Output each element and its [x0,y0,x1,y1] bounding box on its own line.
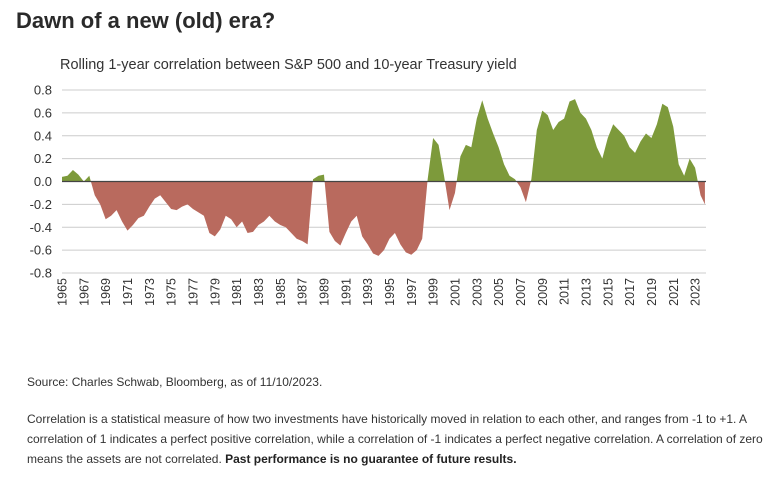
negative-correlation-area [83,181,705,256]
x-tick-label: 2003 [470,278,484,306]
y-tick-label: 0.0 [34,174,52,189]
x-tick-label: 1985 [274,278,288,306]
chart-subtitle: Rolling 1-year correlation between S&P 5… [60,57,517,73]
correlation-area [62,99,705,256]
x-tick-label: 1989 [317,278,331,306]
x-tick-label: 2001 [448,278,462,306]
x-tick-label: 2021 [667,278,681,306]
x-tick-label: 2023 [689,278,703,306]
y-tick-label: 0.2 [34,151,52,166]
x-tick-label: 1979 [208,278,222,306]
x-tick-label: 1975 [165,278,179,306]
x-tick-label: 1995 [383,278,397,306]
source-note: Source: Charles Schwab, Bloomberg, as of… [27,375,323,389]
x-tick-label: 1987 [296,278,310,306]
x-tick-label: 1971 [121,278,135,306]
correlation-chart: 0.8 0.6 0.4 0.2 0.0 -0.2 -0.4 -0.6 -0.8 1965 1967… [30,83,706,306]
disclaimer-note: Correlation is a statistical measure of … [27,409,767,469]
x-tick-label: 1965 [56,278,70,306]
x-tick-label: 2007 [514,278,528,306]
x-tick-label: 2015 [601,278,615,306]
x-tick-label: 1991 [339,278,353,306]
x-tick-label: 1969 [99,278,113,306]
y-tick-label: -0.4 [30,220,52,235]
x-tick-label: 2009 [536,278,550,306]
x-tick-label: 1977 [186,278,200,306]
x-tick-label: 2017 [623,278,637,306]
y-tick-label: 0.6 [34,105,52,120]
x-tick-label: 2011 [558,278,572,305]
x-tick-label: 2019 [645,278,659,306]
x-tick-label: 2005 [492,278,506,306]
y-tick-label: -0.8 [30,266,52,281]
disclaimer-bold: Past performance is no guarantee of futu… [225,452,517,466]
y-tick-label: -0.2 [30,197,52,212]
x-tick-label: 1999 [427,278,441,306]
x-tick-label: 1997 [405,278,419,306]
x-tick-label: 1973 [143,278,157,306]
y-tick-label: 0.8 [34,83,52,98]
x-tick-label: 1983 [252,278,266,306]
disclaimer-text: Correlation is a statistical measure of … [27,412,763,466]
x-axis: 1965 1967 1969 1971 1973 1975 1977 1979 1981 1983… [56,278,703,306]
x-tick-label: 1993 [361,278,375,306]
positive-correlation-area [62,99,698,182]
y-tick-label: 0.4 [34,128,52,143]
x-tick-label: 2013 [579,278,593,306]
x-tick-label: 1981 [230,278,244,306]
chart-title: Dawn of a new (old) era? [16,8,276,33]
x-tick-label: 1967 [77,278,91,306]
y-axis: 0.8 0.6 0.4 0.2 0.0 -0.2 -0.4 -0.6 -0.8 [30,83,52,281]
y-tick-label: -0.6 [30,243,52,258]
